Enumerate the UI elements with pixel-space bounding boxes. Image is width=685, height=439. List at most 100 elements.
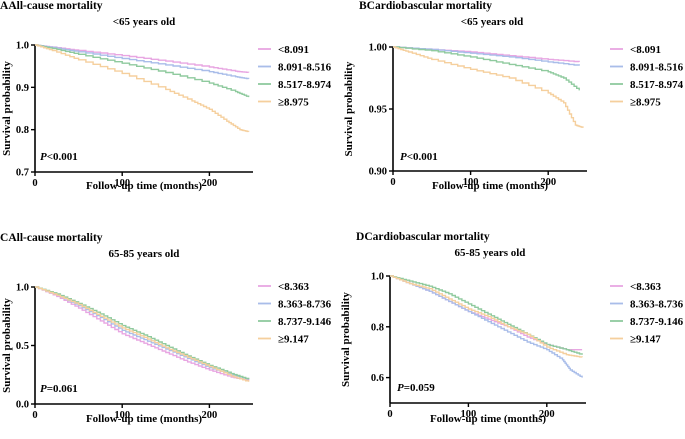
legend-label: ≥9.147	[278, 334, 309, 346]
panel-letter: D	[356, 231, 364, 243]
series-line-4	[393, 46, 584, 128]
x-tick-label: 100	[114, 410, 130, 421]
p-symbol: P	[397, 382, 404, 394]
panel-title: DCardiobascular mortality	[356, 231, 490, 243]
axes: 0.0 0.5 1.0 0 100 200	[16, 283, 253, 421]
legend-label: ≥8.975	[630, 97, 661, 109]
axes: 0.7 0.8 0.9 1.0 0 100 200	[16, 41, 253, 189]
panel-subtitle: 65-85 years old	[109, 248, 180, 260]
legend-label: ≥9.147	[630, 334, 661, 346]
x-tick-label: 0	[32, 410, 37, 421]
legend-label: 8.517-8.974	[278, 79, 332, 91]
series-line-1	[35, 286, 250, 381]
series-group	[393, 46, 584, 128]
panel-b: BCardiobascular mortality <65 years old 0.…	[343, 0, 684, 192]
x-tick-label: 100	[463, 177, 479, 188]
panel-d: DCardiobascular mortality 65-85 years old…	[340, 231, 684, 425]
y-tick-label: 0.90	[369, 167, 387, 178]
panel-title-text: Cardiobascular mortality	[367, 0, 493, 12]
legend-label: ≥8.975	[278, 97, 309, 109]
x-tick-label: 0	[32, 178, 37, 189]
panel-subtitle: <65 years old	[461, 16, 524, 28]
panel-title-text: All-cause mortality	[8, 0, 102, 12]
y-tick-label: 1.0	[16, 41, 29, 52]
series-line-3	[393, 46, 580, 91]
legend: <8.091 8.091-8.516 8.517-8.974 ≥8.975	[610, 44, 684, 109]
y-axis-label: Survival probability	[340, 292, 352, 387]
x-axis-label: Follow-up time (months)	[432, 180, 548, 192]
series-group	[390, 275, 583, 378]
x-axis-label: Follow-up time (months)	[86, 180, 202, 192]
x-tick-label: 200	[540, 177, 556, 188]
p-symbol: P	[40, 383, 47, 395]
legend-label: 8.091-8.516	[630, 62, 684, 74]
y-tick-label: 1.0	[16, 283, 29, 294]
legend-label: <8.091	[278, 44, 309, 56]
p-symbol: P	[40, 151, 47, 163]
y-tick-label: 0.5	[16, 341, 29, 352]
legend: <8.363 8.363-8.736 8.737-9.146 ≥9.147	[258, 281, 332, 346]
series-line-4	[35, 286, 250, 382]
legend-label: 8.363-8.736	[278, 299, 332, 311]
panel-letter: C	[0, 232, 8, 244]
panel-title: BCardiobascular mortality	[359, 0, 492, 12]
series-line-2	[35, 44, 250, 80]
x-axis-label: Follow-up time (months)	[86, 413, 202, 425]
y-tick-label: 1.0	[371, 272, 384, 283]
panel-title: CAll-cause mortality	[0, 232, 103, 244]
y-tick-label: 1.00	[369, 43, 387, 54]
legend-label: 8.737-9.146	[630, 316, 684, 328]
series-line-3	[390, 275, 583, 355]
legend-label: 8.363-8.736	[630, 299, 684, 311]
panel-title: AAll-cause mortality	[0, 0, 103, 12]
p-value: <0.001	[47, 151, 78, 163]
p-symbol: P	[400, 151, 407, 163]
axes: 0.90 0.95 1.00 0 100 200	[369, 43, 587, 188]
x-tick-label: 0	[390, 177, 395, 188]
legend-label: 8.517-8.974	[630, 79, 684, 91]
series-line-4	[35, 44, 250, 133]
p-value-label: P<0.001	[40, 151, 78, 163]
y-axis-label: Survival probability	[1, 298, 13, 393]
y-tick-label: 0.7	[16, 168, 29, 179]
x-tick-label: 200	[202, 410, 218, 421]
series-line-2	[390, 275, 583, 378]
legend-label: 8.737-9.146	[278, 316, 332, 328]
legend: <8.091 8.091-8.516 8.517-8.974 ≥8.975	[258, 44, 332, 109]
y-tick-label: 0.8	[371, 322, 384, 333]
panel-title-text: All-cause mortality	[8, 232, 102, 244]
legend-label: <8.363	[630, 281, 662, 293]
x-axis-label: Follow-up time (months)	[430, 413, 546, 425]
panel-letter: B	[359, 0, 367, 12]
legend-label: <8.091	[630, 44, 661, 56]
y-tick-label: 0.6	[371, 373, 384, 384]
x-tick-label: 0	[387, 409, 392, 420]
p-value: =0.061	[47, 383, 78, 395]
x-tick-label: 100	[114, 178, 130, 189]
p-value: <0.001	[407, 151, 438, 163]
x-tick-label: 100	[461, 409, 477, 420]
p-value-label: P<0.001	[400, 151, 438, 163]
panel-letter: A	[0, 0, 9, 12]
panel-subtitle: <65 years old	[113, 16, 176, 28]
y-tick-label: 0.8	[16, 125, 29, 136]
panel-a: AAll-cause mortality <65 years old 0.7 0.8 0…	[0, 0, 332, 192]
axes: 0.6 0.8 1.0 0 100 200	[371, 272, 586, 420]
x-tick-label: 200	[539, 409, 555, 420]
y-axis-label: Survival probability	[1, 61, 13, 156]
series-group	[35, 286, 250, 382]
series-line-3	[35, 44, 250, 98]
panel-title-text: Cardiobascular mortality	[364, 231, 490, 243]
p-value-label: P=0.061	[40, 383, 78, 395]
y-tick-label: 0.9	[16, 83, 29, 94]
y-tick-label: 0.95	[369, 105, 387, 116]
panel-subtitle: 65-85 years old	[455, 247, 526, 259]
series-group	[35, 44, 250, 133]
p-value-label: P=0.059	[397, 382, 435, 394]
legend-label: <8.363	[278, 281, 310, 293]
legend-label: 8.091-8.516	[278, 62, 332, 74]
series-line-4	[390, 275, 583, 358]
y-axis-label: Survival probability	[343, 61, 355, 156]
